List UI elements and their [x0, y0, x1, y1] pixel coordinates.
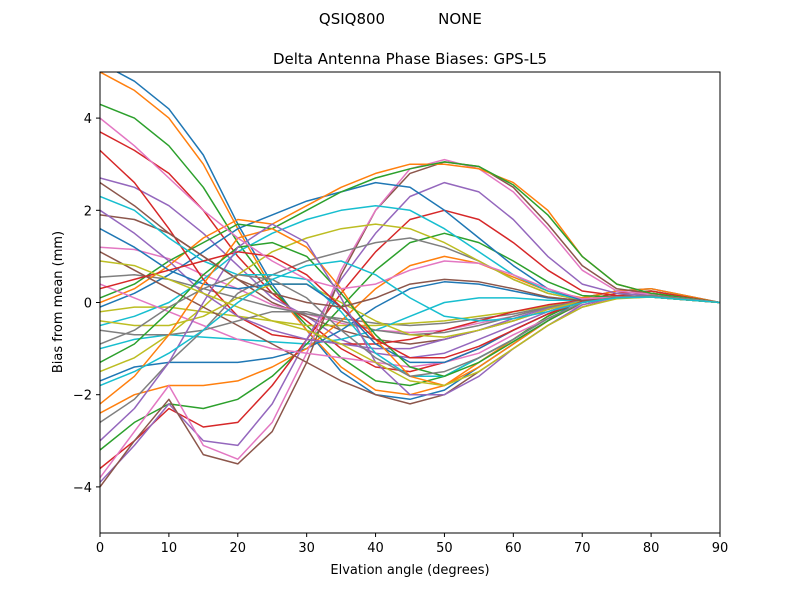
- x-axis: 0 10 20 30 40 50 60 70 80 90: [96, 533, 728, 556]
- y-axis: 4 2 0 −2 −4: [73, 112, 100, 496]
- series-group: [100, 72, 720, 488]
- chart-title: Delta Antenna Phase Biases: GPS-L5: [273, 50, 547, 68]
- series-line-16: [100, 161, 720, 488]
- x-tick-label: 70: [574, 541, 591, 556]
- x-tick-label: 10: [161, 541, 178, 556]
- x-tick-label: 60: [505, 541, 522, 556]
- series-line-23: [100, 161, 720, 304]
- series-line-38: [100, 274, 720, 378]
- y-tick-label: −4: [73, 481, 92, 496]
- x-tick-label: 90: [712, 541, 729, 556]
- figure-suptitle-right: NONE: [438, 10, 482, 28]
- y-tick-label: −2: [73, 389, 92, 404]
- x-tick-label: 80: [643, 541, 660, 556]
- series-line-40: [100, 260, 720, 387]
- x-tick-label: 50: [436, 541, 453, 556]
- y-tick-label: 2: [84, 204, 92, 219]
- x-axis-label: Elvation angle (degrees): [330, 563, 489, 578]
- figure-suptitle-left: QSIQ800: [319, 10, 385, 28]
- x-tick-label: 30: [298, 541, 315, 556]
- plot-area: [99, 71, 721, 534]
- x-tick-label: 40: [367, 541, 384, 556]
- series-line-39: [100, 260, 720, 387]
- x-tick-label: 20: [230, 541, 247, 556]
- y-tick-label: 0: [84, 297, 92, 312]
- series-line-15: [100, 181, 720, 483]
- series-line-14: [100, 209, 720, 470]
- y-tick-label: 4: [84, 112, 92, 127]
- y-axis-label: Bias from mean (mm): [51, 231, 66, 373]
- x-tick-label: 0: [96, 541, 104, 556]
